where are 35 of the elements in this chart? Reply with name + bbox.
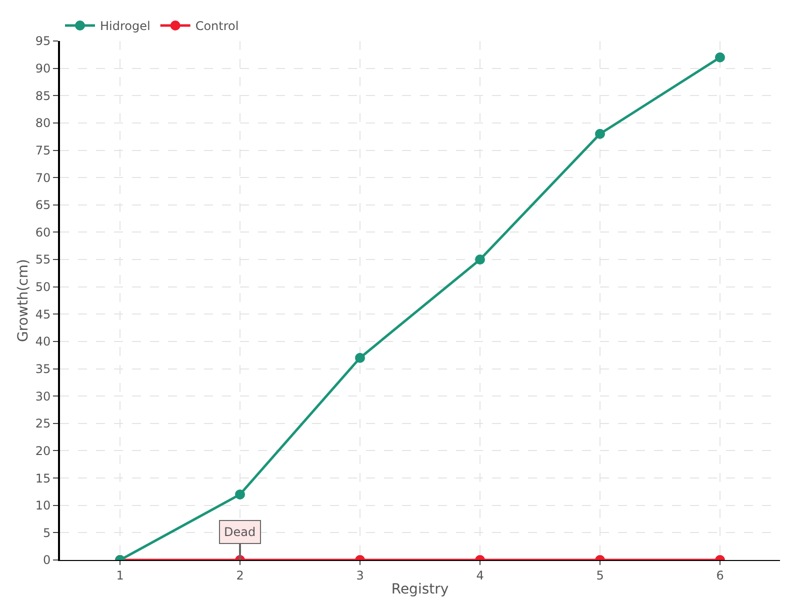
y-tick-label: 60 [35, 225, 51, 240]
y-tick-label: 0 [42, 553, 51, 568]
y-axis-title: Growth(cm) [15, 259, 32, 342]
annotation: Dead [224, 525, 256, 539]
point [595, 128, 605, 139]
y-tick-label: 85 [35, 88, 51, 103]
y-tick-label: 65 [35, 198, 51, 212]
y-tick-label: 75 [35, 143, 51, 158]
y-tick-label: 40 [35, 334, 51, 349]
x-tick-label: 6 [716, 568, 724, 582]
y-tick-label: 45 [35, 307, 51, 322]
x-axis-title: Registry [391, 582, 449, 598]
x-tick-label: 5 [596, 568, 604, 582]
y-tick-label: 30 [35, 389, 51, 404]
y-tick-label: 70 [35, 170, 51, 185]
y-tick-label: 25 [35, 416, 51, 431]
y-tick-label: 90 [35, 62, 51, 76]
y-tick-label: 80 [35, 116, 51, 130]
y-tick-label: 35 [35, 362, 51, 376]
x-tick-label: 4 [476, 568, 484, 582]
x-tick-label: 2 [236, 568, 244, 582]
y-tick-label: 5 [42, 526, 51, 540]
point [475, 254, 485, 265]
x-tick-label: 3 [356, 568, 364, 582]
legend-label: Hidrogel [100, 19, 150, 34]
y-tick-label: 95 [35, 34, 51, 48]
y-tick-label: 20 [35, 444, 51, 458]
x-tick-label: 1 [116, 568, 124, 582]
point [715, 52, 725, 62]
y-tick-label: 15 [35, 471, 51, 486]
point [355, 352, 365, 363]
y-tick-label: 50 [35, 280, 51, 294]
y-tick-label: 10 [35, 498, 51, 513]
legend-label: Control [195, 19, 239, 34]
y-tick-label: 55 [35, 252, 51, 267]
